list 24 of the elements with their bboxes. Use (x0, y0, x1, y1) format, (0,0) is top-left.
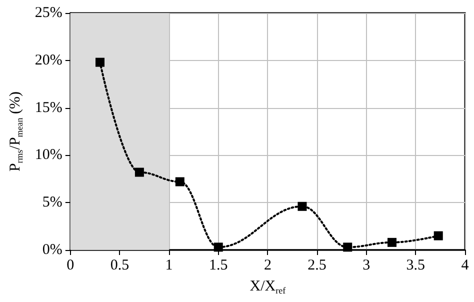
point (434, 231, 443, 240)
y-tick-label: 25% (34, 5, 62, 21)
x-tick-label: 3 (362, 258, 370, 274)
point (343, 242, 352, 252)
x-tick-label: 2.5 (308, 258, 326, 274)
point (175, 177, 184, 186)
point (388, 238, 396, 247)
y-tick-label: 0% (42, 242, 62, 258)
x-tick-label: 4 (461, 258, 470, 274)
y-tick-label: 10% (34, 147, 62, 164)
x-tick-label: 0.5 (110, 258, 130, 274)
point (298, 202, 307, 211)
y-tick-label: 15% (34, 100, 62, 116)
x-tick-label: 2 (264, 258, 272, 274)
y-tick-label: 20% (34, 52, 62, 68)
x-tick-label: 1 (165, 258, 173, 274)
y-tick-label: 5% (42, 194, 62, 211)
point (214, 242, 223, 252)
point (95, 58, 104, 67)
x-tick-label: 3.5 (406, 258, 426, 274)
x-tick-label: 0 (66, 258, 74, 274)
point (134, 168, 144, 177)
x-tick-label: 1.5 (208, 258, 228, 274)
y-axis-title: Prms/Pmean (%) (8, 91, 24, 172)
